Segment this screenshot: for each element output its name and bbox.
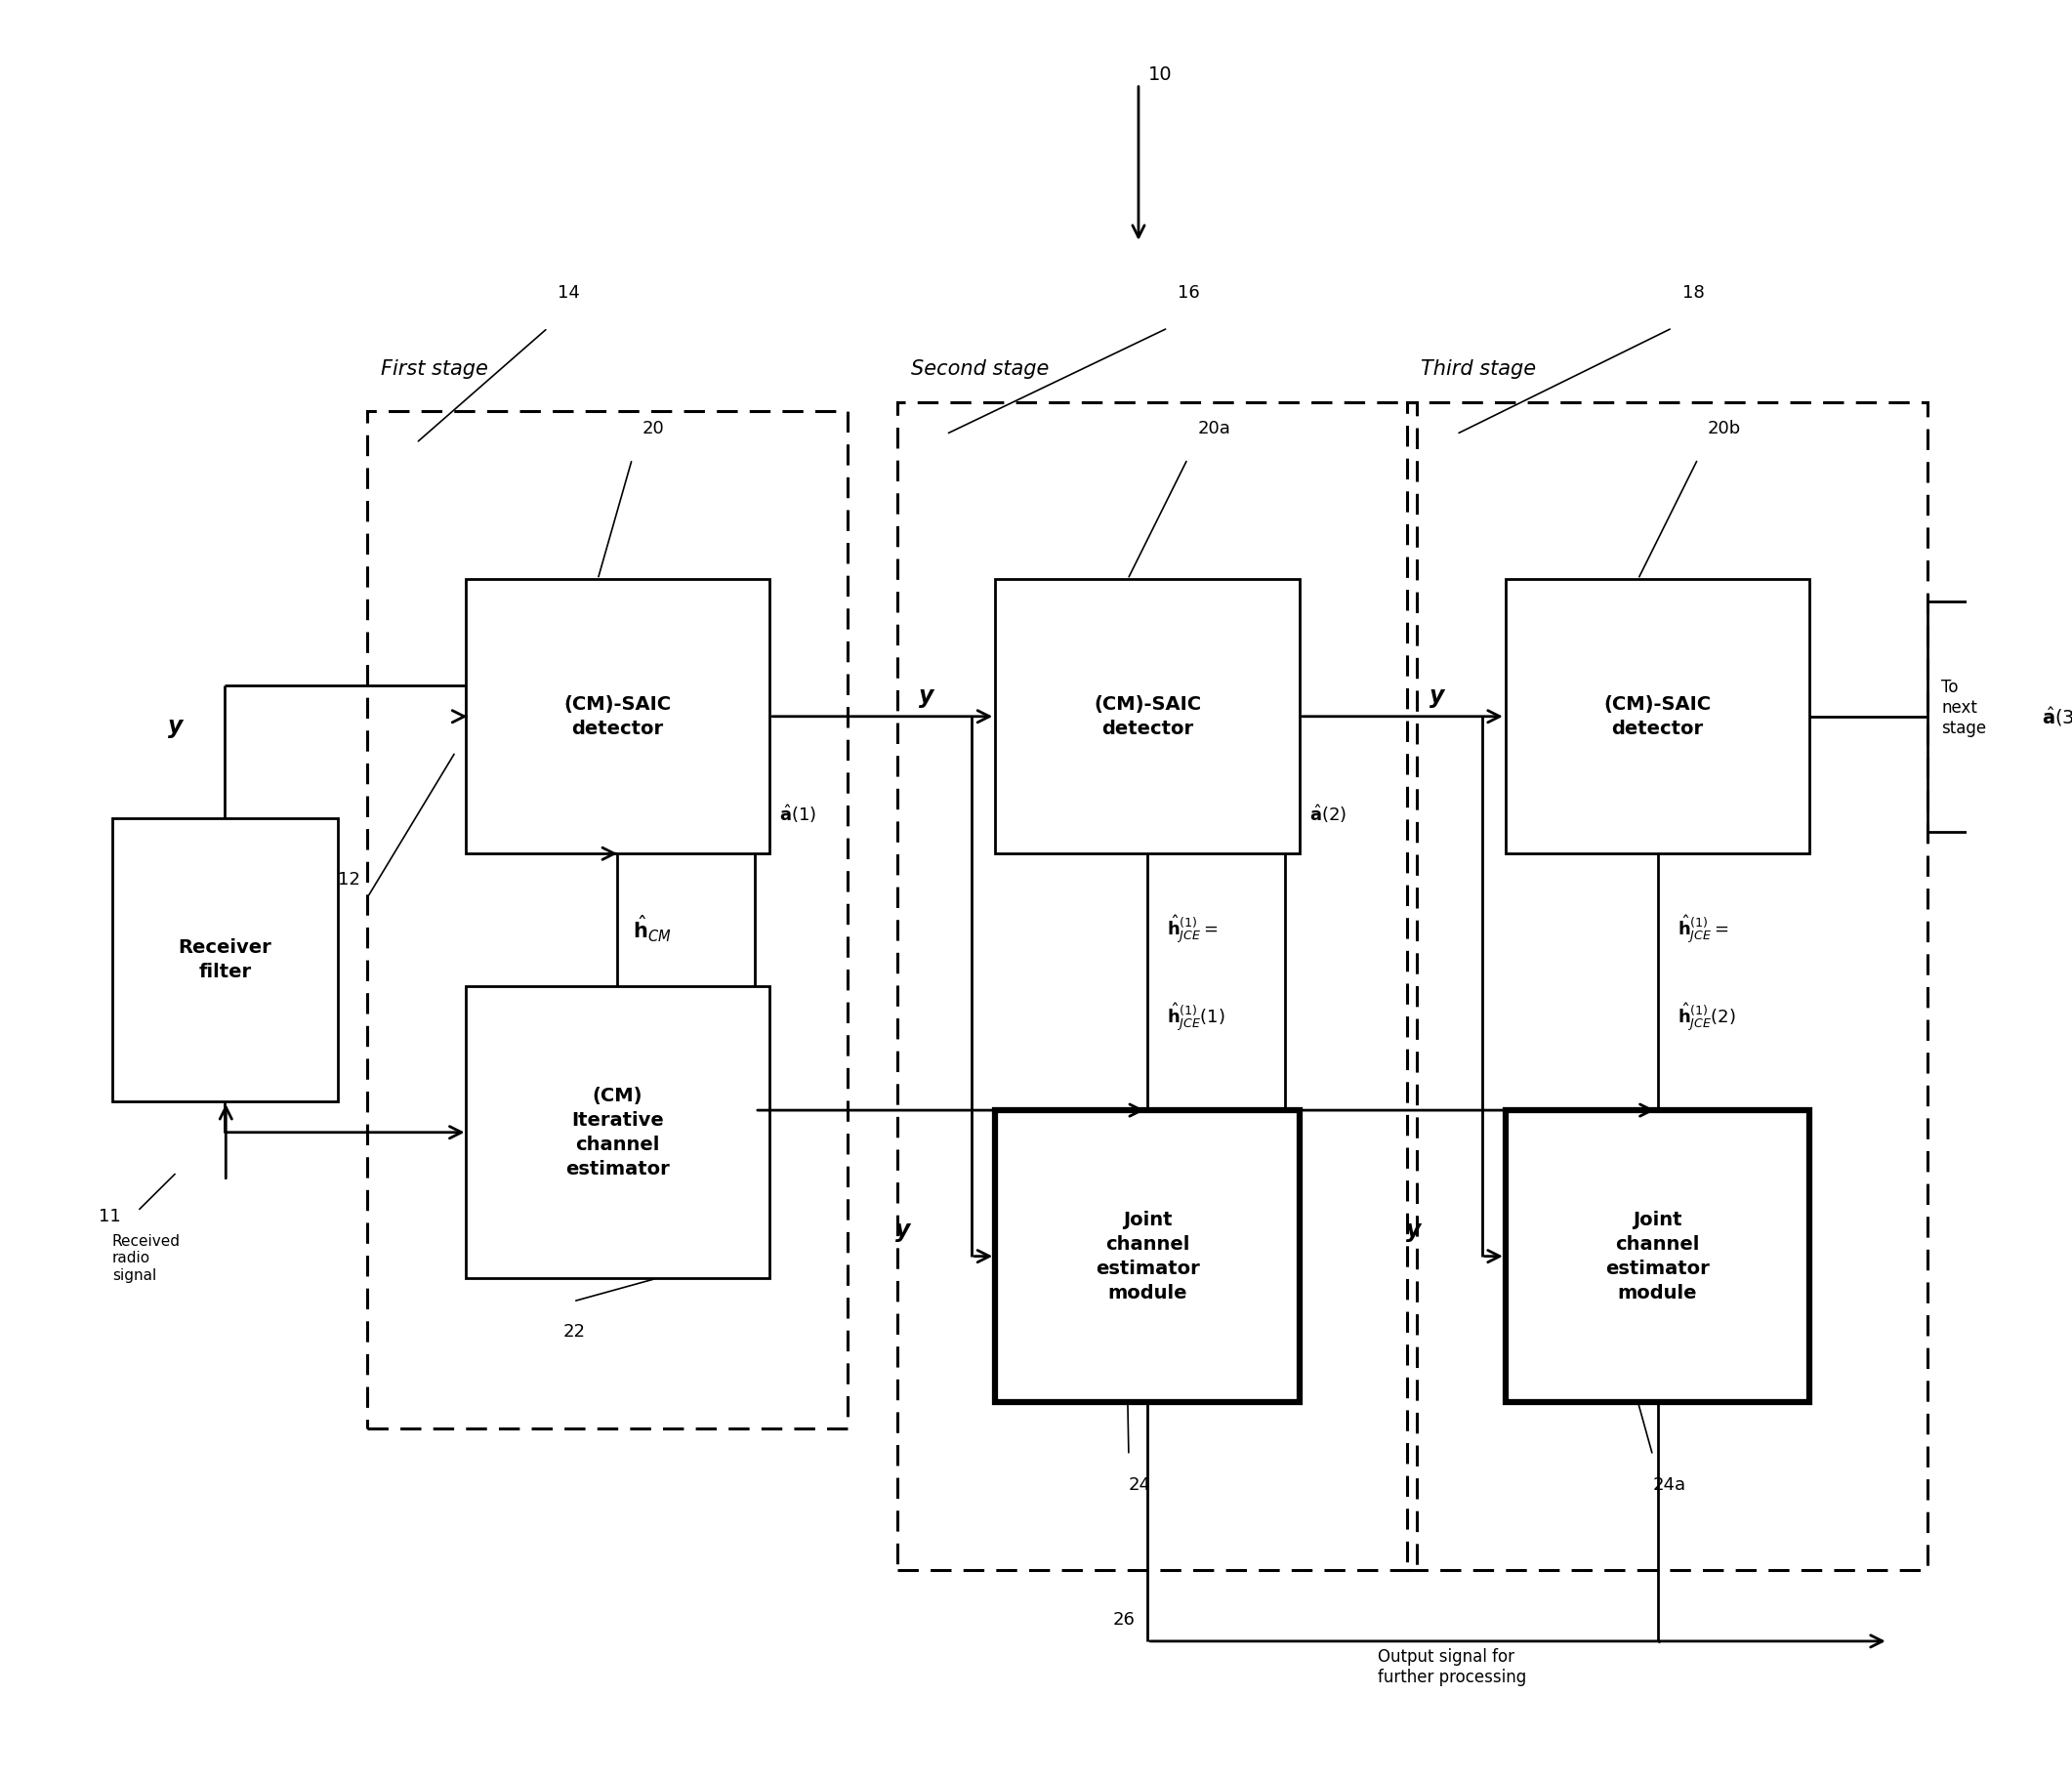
Text: $\hat{\mathbf{h}}^{(1)}_{JCE}=$: $\hat{\mathbf{h}}^{(1)}_{JCE}=$ (1676, 912, 1728, 944)
Text: 20b: 20b (1707, 420, 1740, 437)
Text: 10: 10 (1148, 66, 1173, 84)
Text: 26: 26 (1113, 1611, 1135, 1629)
Bar (1506, 1109, 1809, 1403)
Text: 22: 22 (564, 1323, 586, 1341)
Text: 20a: 20a (1198, 420, 1231, 437)
Text: (CM)-SAIC
detector: (CM)-SAIC detector (564, 695, 671, 738)
Text: Received
radio
signal: Received radio signal (112, 1234, 180, 1282)
Bar (466, 987, 769, 1278)
Text: (CM)
Iterative
channel
estimator: (CM) Iterative channel estimator (566, 1086, 669, 1179)
Text: First stage: First stage (381, 359, 489, 379)
Text: 20: 20 (642, 420, 665, 437)
Text: Receiver
filter: Receiver filter (178, 939, 271, 981)
Text: Second stage: Second stage (912, 359, 1048, 379)
Text: 12: 12 (338, 871, 361, 889)
Text: y: y (920, 685, 934, 708)
Bar (466, 580, 769, 853)
Text: $\hat{\mathbf{h}}^{(1)}_{JCE}(2)$: $\hat{\mathbf{h}}^{(1)}_{JCE}(2)$ (1676, 1001, 1736, 1033)
Text: $\hat{\mathbf{h}}_{CM}$: $\hat{\mathbf{h}}_{CM}$ (634, 914, 671, 944)
Text: $\hat{\mathbf{h}}^{(1)}_{JCE}=$: $\hat{\mathbf{h}}^{(1)}_{JCE}=$ (1167, 912, 1218, 944)
Text: $\hat{\mathbf{a}}(3)$: $\hat{\mathbf{a}}(3)$ (2041, 704, 2072, 729)
Text: Joint
channel
estimator
module: Joint channel estimator module (1096, 1211, 1200, 1301)
Text: 18: 18 (1682, 284, 1705, 302)
Bar (367, 411, 847, 1430)
Bar (897, 402, 1417, 1570)
Text: 24: 24 (1129, 1476, 1152, 1494)
Text: Third stage: Third stage (1421, 359, 1537, 379)
Bar (1407, 402, 1927, 1570)
Text: (CM)-SAIC
detector: (CM)-SAIC detector (1604, 695, 1711, 738)
Text: y: y (1405, 1218, 1421, 1243)
Text: 14: 14 (557, 284, 580, 302)
Text: y: y (168, 715, 182, 738)
Text: Output signal for
further processing: Output signal for further processing (1378, 1648, 1527, 1686)
Text: $\hat{\mathbf{a}}(1)$: $\hat{\mathbf{a}}(1)$ (779, 802, 816, 825)
Bar (1506, 580, 1809, 853)
Bar (995, 580, 1299, 853)
Text: y: y (1430, 685, 1444, 708)
Text: 16: 16 (1177, 284, 1200, 302)
Text: y: y (895, 1218, 910, 1243)
Bar (995, 1109, 1299, 1403)
Text: 24a: 24a (1653, 1476, 1687, 1494)
Text: $\hat{\mathbf{h}}^{(1)}_{JCE}(1)$: $\hat{\mathbf{h}}^{(1)}_{JCE}(1)$ (1167, 1001, 1225, 1033)
Text: $\hat{\mathbf{a}}(2)$: $\hat{\mathbf{a}}(2)$ (1310, 802, 1347, 825)
Text: (CM)-SAIC
detector: (CM)-SAIC detector (1094, 695, 1202, 738)
Text: Joint
channel
estimator
module: Joint channel estimator module (1606, 1211, 1709, 1301)
Text: To
next
stage: To next stage (1941, 679, 1987, 736)
Text: 11: 11 (97, 1207, 120, 1225)
Bar (112, 818, 338, 1101)
